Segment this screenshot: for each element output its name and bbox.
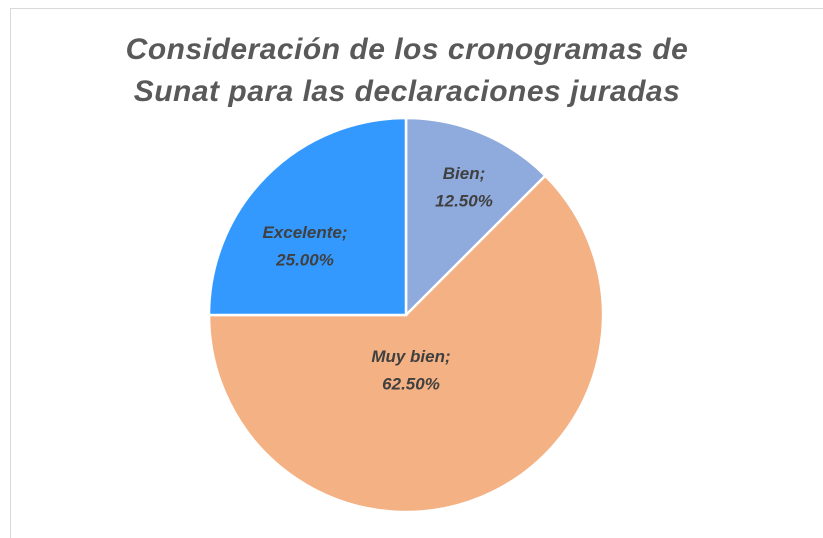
label-separator: ; [480, 164, 486, 183]
slice-label: Excelente; [262, 223, 347, 242]
pie-slice [207, 173, 605, 514]
chart-title: Sunat para las declaraciones juradas [134, 75, 681, 108]
pie-slice [207, 116, 408, 317]
slice-label: Muy bien; [371, 347, 450, 366]
category-label: Excelente [262, 223, 341, 242]
value-label: 12.50% [435, 191, 493, 210]
category-label: Bien [443, 164, 480, 183]
pie-slice [404, 116, 548, 319]
value-label: 25.00% [275, 250, 334, 269]
chart-border [10, 8, 823, 538]
label-separator: ; [445, 347, 451, 366]
label-separator: ; [342, 223, 348, 242]
chart-title: Consideración de los cronogramas de [126, 33, 689, 66]
slice-label: Bien; [443, 164, 486, 183]
value-label: 62.50% [382, 374, 440, 393]
category-label: Muy bien [371, 347, 445, 366]
